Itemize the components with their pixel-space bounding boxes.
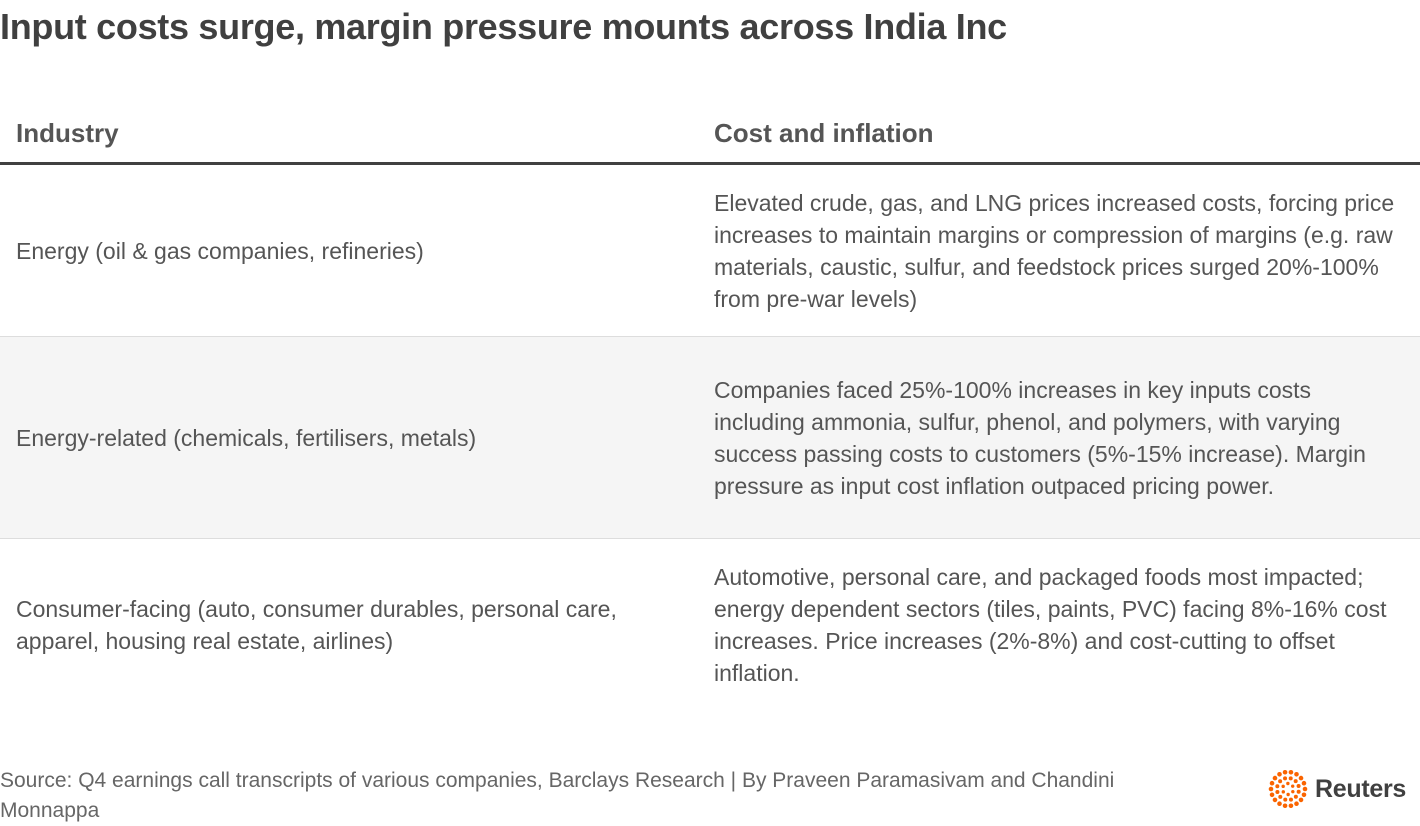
logo-dot (1282, 769, 1288, 775)
logo-dot (1291, 789, 1295, 794)
logo-dot (1302, 786, 1308, 792)
table-header: Industry Cost and inflation (0, 104, 1420, 165)
logo-dot (1277, 771, 1282, 777)
logo-dot (1277, 801, 1282, 807)
logo-dot (1278, 794, 1283, 799)
logo-dot (1281, 784, 1285, 789)
logo-dot (1269, 792, 1275, 798)
logo-dot (1269, 780, 1275, 786)
logo-dot (1296, 789, 1301, 794)
logo-dot (1275, 789, 1280, 794)
logo-dot (1294, 771, 1299, 777)
source-note: Source: Q4 earnings call transcripts of … (0, 769, 1115, 822)
logo-dot (1298, 775, 1304, 781)
cost-cell: Elevated crude, gas, and LNG prices incr… (714, 189, 1395, 312)
industry-cell: Energy (oil & gas companies, refineries) (16, 237, 424, 264)
logo-dot (1288, 776, 1293, 781)
reuters-logo: Reuters (1267, 768, 1406, 810)
cost-cell: Automotive, personal care, and packaged … (714, 564, 1387, 686)
logo-dot (1282, 803, 1288, 809)
data-table: Industry Cost and inflation Energy (oil … (0, 104, 1420, 711)
table-row: Consumer-facing (auto, consumer durables… (0, 539, 1420, 711)
logo-dot (1275, 784, 1280, 789)
logo-text: Reuters (1315, 774, 1406, 803)
logo-dot (1283, 776, 1288, 781)
logo-dot (1288, 803, 1294, 809)
logo-dot (1294, 801, 1299, 807)
column-header-cost: Cost and inflation (714, 117, 934, 148)
logo-dot (1298, 797, 1304, 803)
logo-dot (1291, 784, 1295, 788)
logo-dot (1296, 784, 1301, 789)
logo-dot (1278, 779, 1283, 784)
industry-cell: Energy-related (chemicals, fertilisers, … (16, 424, 477, 451)
logo-dot (1268, 786, 1274, 792)
table-row: Energy (oil & gas companies, refineries)… (0, 165, 1420, 337)
logo-dot (1272, 797, 1278, 803)
chart-title: Input costs surge, margin pressure mount… (0, 6, 1007, 47)
logo-dot (1301, 780, 1307, 786)
logo-dot (1286, 781, 1290, 786)
column-header-industry: Industry (16, 117, 119, 148)
logo-dot (1281, 790, 1285, 794)
logo-dot (1286, 792, 1290, 797)
industry-cell: Consumer-facing (auto, consumer durables… (16, 596, 617, 654)
logo-dot (1293, 794, 1298, 799)
logo-dot (1293, 779, 1298, 784)
table-row: Energy-related (chemicals, fertilisers, … (0, 337, 1420, 539)
logo-dot (1283, 797, 1288, 802)
logo-dot (1272, 775, 1278, 781)
logo-dot (1301, 792, 1307, 798)
logo-dot (1288, 769, 1294, 775)
cost-cell: Companies faced 25%-100% increases in ke… (714, 376, 1366, 499)
logo-dot (1288, 797, 1293, 802)
reuters-logo-icon (1268, 769, 1308, 809)
